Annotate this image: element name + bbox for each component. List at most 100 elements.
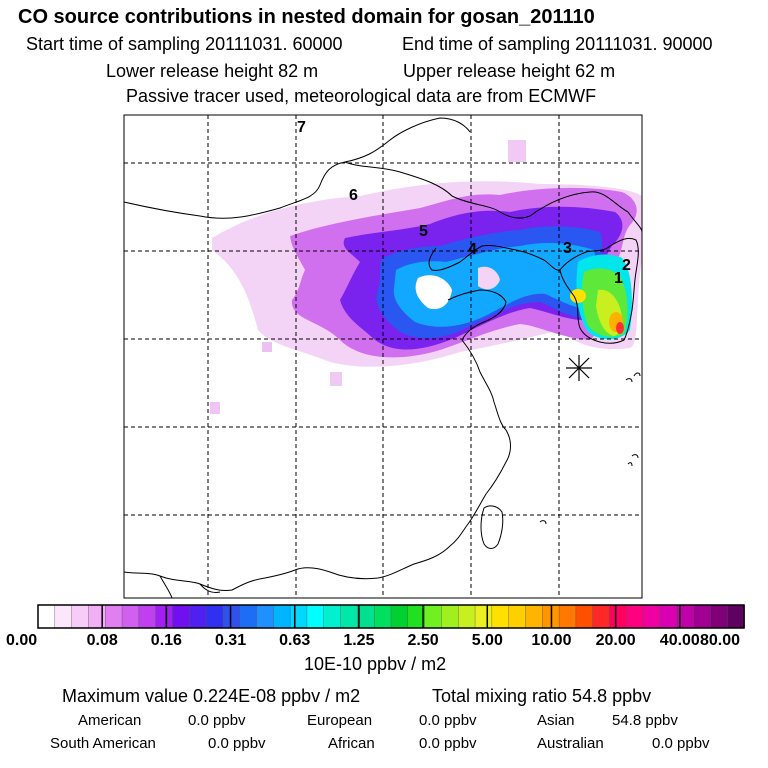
colorbar-units: 10E-10 ppbv / m2 bbox=[304, 654, 447, 674]
island-taiwan bbox=[480, 505, 504, 549]
coast-bohai bbox=[428, 245, 561, 271]
colorbar-cell bbox=[592, 604, 611, 629]
plume-gap bbox=[478, 266, 500, 290]
colorbar-cell bbox=[323, 604, 342, 629]
colorbar-cell bbox=[289, 604, 308, 629]
plume-wisp bbox=[508, 140, 526, 162]
plume-yellow bbox=[570, 289, 586, 303]
colorbar-tick-label: 80.00 bbox=[700, 632, 741, 649]
region-value: 0.0 ppbv bbox=[419, 712, 477, 729]
colorbar-cell bbox=[424, 604, 443, 629]
upper-release-label: Upper release height 62 m bbox=[403, 61, 616, 81]
colorbar-cell bbox=[172, 604, 191, 629]
peninsula-korea bbox=[559, 237, 639, 344]
region-name: Asian bbox=[537, 712, 575, 729]
islands-japan bbox=[539, 372, 641, 525]
region-value: 54.8 ppbv bbox=[612, 712, 678, 729]
source-label: 6 bbox=[349, 187, 358, 204]
colorbar-cell bbox=[105, 604, 123, 629]
colorbar-cell bbox=[306, 604, 325, 629]
colorbar-cell bbox=[642, 604, 661, 629]
colorbar-tick-label: 0.00 bbox=[6, 632, 38, 649]
source-label: 2 bbox=[622, 257, 631, 274]
colorbar-tick-label: 40.00 bbox=[659, 632, 700, 649]
source-label: 7 bbox=[297, 119, 306, 136]
colorbar-cell bbox=[390, 604, 409, 629]
maximum-value: Maximum value 0.224E-08 ppbv / m2 bbox=[62, 686, 361, 706]
coastlines bbox=[123, 117, 643, 599]
region-name: Australian bbox=[537, 735, 604, 752]
plume-gap bbox=[415, 275, 452, 310]
colorbar-tick-label: 20.00 bbox=[595, 632, 636, 649]
source-label: 1 bbox=[614, 270, 623, 287]
colorbar-tick-label: 10.00 bbox=[531, 632, 572, 649]
region-name: European bbox=[307, 712, 373, 729]
colorbar-tick-label: 1.25 bbox=[343, 632, 375, 649]
colorbar-cell bbox=[273, 604, 291, 629]
plume-wisp bbox=[330, 372, 342, 386]
colorbar-cell bbox=[222, 604, 241, 629]
source-label: 5 bbox=[419, 223, 428, 240]
region-name: American bbox=[78, 712, 142, 729]
colorbar-cell bbox=[54, 604, 73, 629]
border-southwest bbox=[159, 575, 173, 599]
colorbar-cell bbox=[441, 604, 460, 629]
colorbar-tick-label: 0.08 bbox=[86, 632, 118, 649]
receptor-marker bbox=[566, 355, 592, 381]
region-value: 0.0 ppbv bbox=[188, 712, 246, 729]
coast-south bbox=[123, 569, 296, 591]
region-value: 0.0 ppbv bbox=[419, 735, 477, 752]
colorbar-tick-label: 5.00 bbox=[471, 632, 503, 649]
source-label: 4 bbox=[468, 241, 477, 258]
coast-shandong bbox=[447, 289, 507, 341]
colorbar-cell bbox=[726, 604, 745, 629]
colorbar-cell bbox=[659, 604, 678, 629]
plume-max bbox=[616, 322, 624, 334]
colorbar-cell bbox=[609, 604, 628, 629]
colorbar-cell bbox=[373, 604, 392, 629]
colorbar-cell bbox=[138, 604, 157, 629]
colorbar-cell bbox=[121, 604, 140, 629]
colorbar-cell bbox=[525, 604, 544, 629]
colorbar-cell bbox=[37, 604, 56, 629]
colorbar-cell bbox=[340, 604, 359, 629]
colorbar-cell bbox=[155, 604, 174, 629]
graticule bbox=[124, 115, 642, 598]
region-name: African bbox=[328, 735, 375, 752]
total-mixing-ratio: Total mixing ratio 54.8 ppbv bbox=[432, 686, 652, 706]
colorbar-cell bbox=[205, 604, 224, 629]
colorbar-cell bbox=[71, 604, 90, 629]
colorbar-cell bbox=[357, 604, 375, 629]
colorbar-tick-label: 0.63 bbox=[279, 632, 311, 649]
colorbar-tick-label: 0.31 bbox=[214, 632, 247, 649]
plume-wisp bbox=[210, 402, 220, 414]
colorbar-major-ticks bbox=[101, 605, 681, 628]
region-name: South American bbox=[50, 735, 156, 752]
colorbar-cell bbox=[710, 604, 728, 629]
source-label: 3 bbox=[563, 240, 572, 257]
colorbar-tick-label: 0.16 bbox=[150, 632, 182, 649]
plume-field bbox=[210, 140, 642, 414]
colorbar-cell bbox=[626, 604, 644, 629]
colorbar-cell bbox=[558, 604, 577, 629]
region-value: 0.0 ppbv bbox=[652, 735, 710, 752]
end-time-label: End time of sampling 20111031. 90000 bbox=[402, 34, 713, 54]
colorbar-cell bbox=[88, 604, 107, 629]
island-hainan bbox=[199, 583, 221, 593]
colorbar-cell bbox=[239, 604, 258, 629]
border-mongolia bbox=[123, 117, 471, 219]
colorbar-cell bbox=[508, 604, 527, 629]
colorbar-cell bbox=[575, 604, 594, 629]
colorbar-cell bbox=[189, 604, 207, 629]
chart-title: CO source contributions in nested domain… bbox=[18, 6, 595, 28]
colorbar-cell bbox=[474, 604, 493, 629]
start-time-label: Start time of sampling 20111031. 60000 bbox=[26, 34, 343, 54]
border-north bbox=[344, 161, 643, 233]
colorbar-cell bbox=[458, 604, 476, 629]
lower-release-label: Lower release height 82 m bbox=[106, 61, 319, 81]
colorbar-cell bbox=[491, 604, 510, 629]
plume-wisp bbox=[262, 342, 272, 352]
coast-east bbox=[294, 339, 511, 580]
